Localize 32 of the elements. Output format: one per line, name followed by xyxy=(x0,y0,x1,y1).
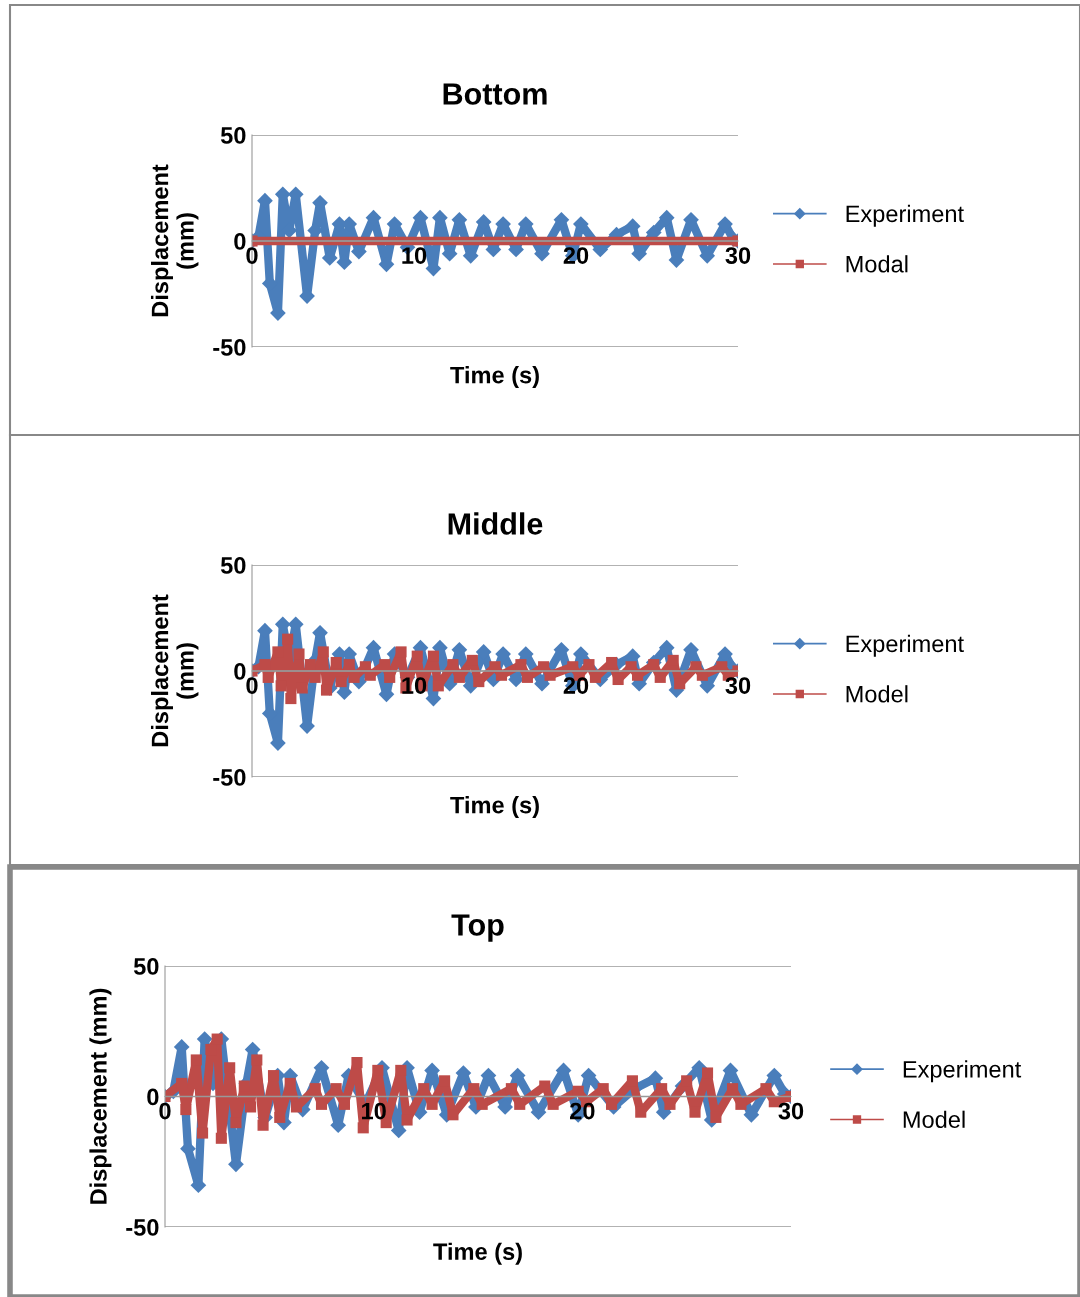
legend-label: Experiment xyxy=(846,634,964,657)
x-tick-label: 30 xyxy=(725,677,751,694)
legend-label: Model xyxy=(846,685,908,703)
x-axis-title: Time (s) xyxy=(450,796,539,819)
legend-label: Model xyxy=(903,1110,965,1129)
y-tick-label: 0 xyxy=(147,1088,159,1106)
x-tick-label: 30 xyxy=(778,1102,804,1120)
x-tick-label: 20 xyxy=(570,1102,595,1120)
y-tick-label: 50 xyxy=(220,557,246,574)
chart-title: Middle xyxy=(448,512,543,535)
y-axis-title: Displacement (mm) xyxy=(150,594,199,747)
x-tick-label: 0 xyxy=(246,247,258,264)
chart-title: Top xyxy=(451,914,504,942)
y-tick-label: 0 xyxy=(234,233,246,250)
y-tick-label: 0 xyxy=(234,663,246,680)
y-tick-label: 50 xyxy=(133,958,159,975)
x-tick-label: 0 xyxy=(159,1102,171,1120)
y-axis-title: Displacement (mm) xyxy=(150,164,199,317)
chart-title: Bottom xyxy=(443,83,547,105)
y-tick-label: -50 xyxy=(213,339,246,356)
legend-label: Modal xyxy=(846,255,908,273)
y-axis-title: Displacement (mm) xyxy=(89,988,112,1204)
x-tick-label: 10 xyxy=(402,247,427,264)
legend-label: Experiment xyxy=(846,204,964,227)
legend-label: Experiment xyxy=(903,1060,1022,1083)
x-axis-title: Time (s) xyxy=(433,1242,522,1265)
x-axis-title: Time (s) xyxy=(450,366,539,389)
y-tick-label: -50 xyxy=(213,769,246,786)
y-tick-label: 50 xyxy=(220,127,246,144)
x-tick-label: 30 xyxy=(725,247,751,264)
y-tick-label: -50 xyxy=(126,1219,159,1236)
x-tick-label: 0 xyxy=(246,677,258,694)
